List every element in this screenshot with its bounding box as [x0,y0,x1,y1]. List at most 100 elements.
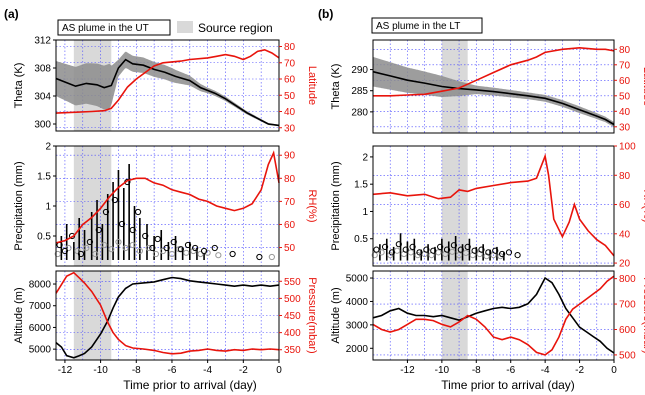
precip-black-circle [514,251,521,259]
right-tick-label: 60 [619,200,631,211]
panel-a-subplot-3: 5000 6000 7000 8000 350 400 450 500 550 Altitude … [13,270,318,376]
precip-black-circle [499,250,506,258]
precip-gray-circle [54,250,61,258]
legend-box-b [371,17,483,34]
precip-black-circle [102,208,110,216]
precip-gray-circle [371,251,378,259]
panel-a-subplot-1: 300 304 308 312 30 40 50 60 70 80 Theta (K) Latitud… [13,36,318,135]
left-tick-label: 1 [45,202,51,213]
precip-gray-circle [407,249,414,256]
black-series-line [372,70,615,126]
precip-gray-circle [108,246,115,253]
precip-black-circle [471,247,478,254]
right-axis-title: Pressure(mbar) [306,277,318,353]
right-tick-label: 80 [619,45,631,56]
x-tick-label: 0 [611,365,617,376]
left-tick-label: 1.5 [37,172,51,183]
right-axis-title: RH(%) [306,190,318,223]
precip-black-circle [177,246,184,253]
precip-gray-circle [83,244,90,252]
right-tick-label: 50 [284,91,296,102]
precip-black-circle [457,246,464,253]
x-tick-label: -8 [472,365,481,376]
precip-black-circle [388,249,396,256]
right-tick-label: 550 [284,277,301,288]
legend-label-lt: AS plume in the LT [376,21,460,32]
right-tick-label: 40 [619,107,631,118]
precip-gray-circle [74,247,81,255]
precip-black-circle [430,247,437,254]
right-tick-label: 600 [619,325,636,336]
legend-box-a [57,19,171,36]
precip-black-circle [485,249,492,256]
precip-gray-circle [129,241,136,249]
left-tick-label: 280 [351,107,368,118]
precip-black-circle [129,226,136,234]
right-axis-title: Pressure(mbar) [641,277,645,353]
right-tick-label: 60 [284,75,296,86]
left-tick-label: 1 [362,207,368,218]
precip-black-circle [200,247,208,255]
right-tick-label: 30 [619,122,631,133]
precip-black-circle [149,244,156,252]
source-region-band [441,271,468,360]
precip-black-circle [86,238,93,246]
precip-gray-circle [136,247,143,255]
panel-a-letter: (a) [4,7,19,21]
right-tick-label: 80 [619,171,631,182]
precip-black-circle [118,220,126,228]
precip-gray-circle [190,247,197,255]
right-axis-title: Latitude [306,66,318,105]
precip-gray-circle [92,250,99,258]
right-tick-label: 40 [619,229,631,240]
precip-black-circle [61,247,69,255]
precip-black-circle [505,249,513,256]
red-series-line [372,153,615,257]
panel-a-xlabel: Time prior to arrival (day) [123,378,257,392]
precip-black-circle [373,246,380,253]
right-tick-label: 20 [619,259,631,270]
panel-b-letter: (b) [318,7,333,21]
left-axis-title: Precipitation (mm) [330,161,342,250]
right-tick-label: 700 [619,300,636,311]
precip-black-circle [478,246,485,253]
precip-black-circle [211,244,218,252]
precip-black-circle [134,208,142,216]
left-tick-label: 312 [34,36,51,47]
left-tick-label: 6000 [29,323,52,334]
right-tick-label: 70 [284,58,296,69]
right-tick-label: 400 [284,328,301,339]
black-series-line [55,58,280,127]
right-tick-label: 70 [284,197,296,208]
right-tick-label: 40 [284,107,296,118]
precip-black-circle [154,235,161,243]
precip-gray-circle [122,244,129,252]
right-tick-label: 800 [619,274,636,285]
left-tick-label: 300 [34,120,51,131]
precip-black-circle [416,249,423,256]
x-tick-label: -6 [506,365,515,376]
precip-gray-circle [204,249,211,256]
red-series-line [55,150,280,244]
right-tick-label: 60 [619,76,631,87]
precip-gray-circle [183,249,190,256]
x-tick-label: -2 [575,365,584,376]
x-tick-label: -10 [435,365,450,376]
red-series-line [373,46,615,97]
left-axis-title: Altitude (m) [13,287,25,343]
red-series-line [55,271,280,355]
right-tick-label: 80 [284,174,296,185]
x-tick-label: -4 [203,365,212,376]
precip-black-circle [437,243,444,251]
precip-gray-circle [152,250,160,258]
precip-black-circle [423,246,430,253]
source-region-band [73,146,112,266]
right-tick-label: 100 [619,142,636,153]
precip-black-circle [111,196,118,204]
precip-black-circle [256,253,263,261]
left-axis-title: Theta (K) [330,64,342,110]
precip-black-circle [170,238,177,246]
left-tick-label: 2000 [346,344,369,355]
